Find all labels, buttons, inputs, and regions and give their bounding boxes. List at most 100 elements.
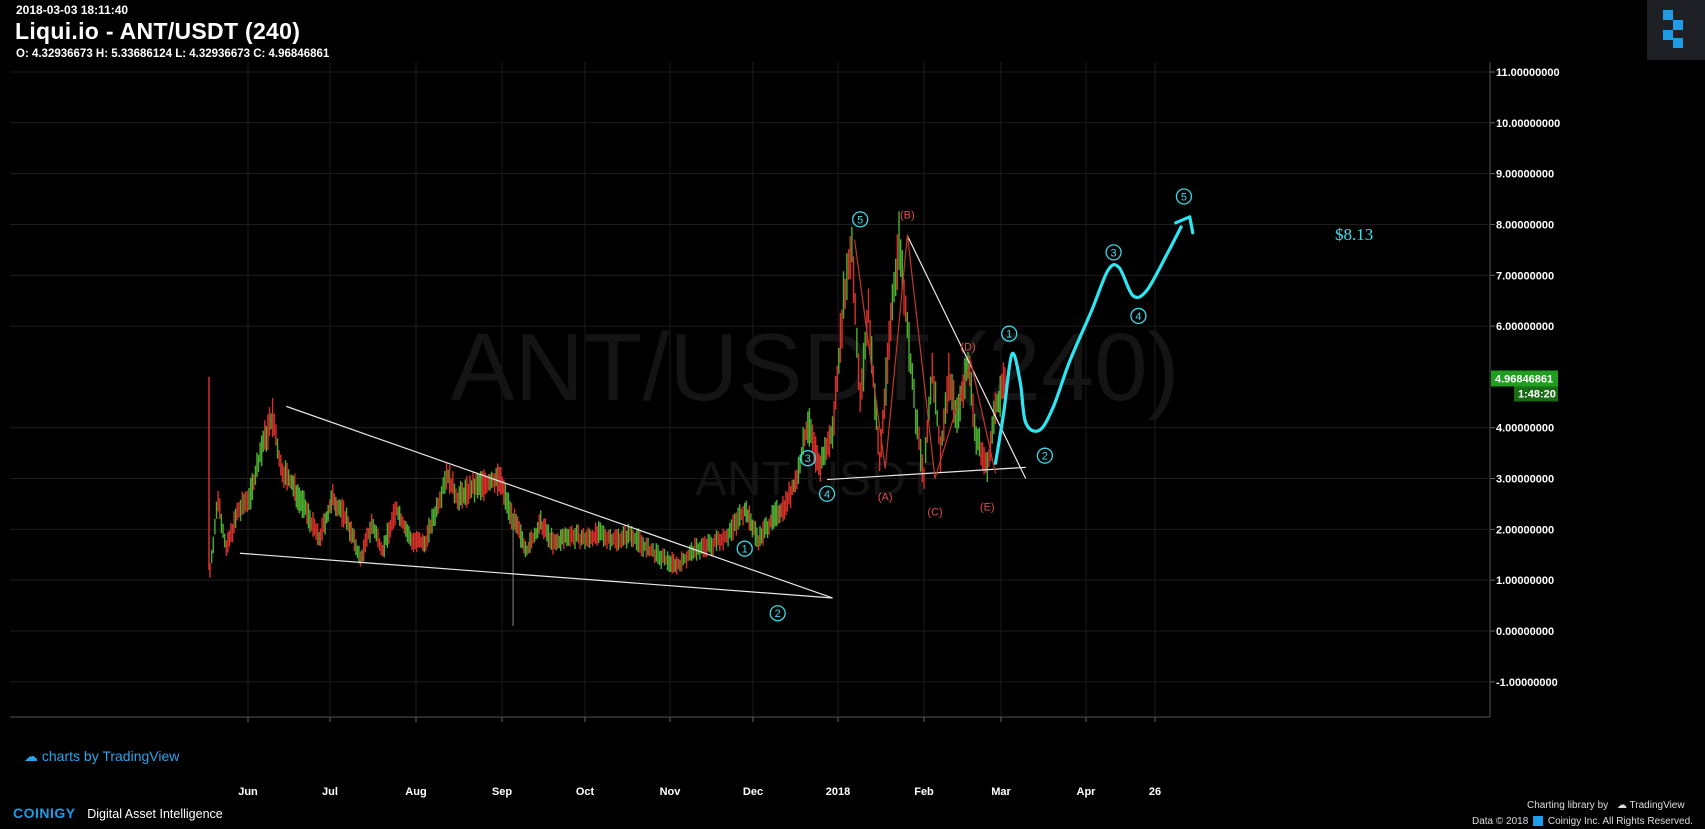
- abc-zigzag: [854, 234, 997, 479]
- wave-label-text: 3: [805, 453, 811, 465]
- wave-label: 1: [1001, 325, 1018, 342]
- wave-label-circle: [1175, 188, 1193, 205]
- wave-label: 3: [1105, 244, 1122, 261]
- trendline: [826, 466, 1026, 481]
- wave-label-circle: [852, 211, 869, 228]
- charting-library-credit: Charting library by ☁ TradingView: [1527, 800, 1685, 811]
- wave-label-text: (D): [960, 341, 975, 353]
- current-price-badge: [1491, 370, 1558, 387]
- wave-label-circle: [1036, 447, 1054, 464]
- x-tick-label: Feb: [914, 786, 934, 798]
- y-tick-label: -1.00000000: [1496, 677, 1558, 689]
- charting-library-text: Charting library by: [1527, 800, 1609, 811]
- x-tick-label: Aug: [405, 786, 426, 798]
- wave-label: 4: [1130, 307, 1147, 325]
- tradingview-badge-label: charts by TradingView: [41, 748, 180, 764]
- chart-timestamp: 2018-03-03 18:11:40: [16, 3, 129, 17]
- price-series: [208, 211, 1006, 626]
- footer-brand: COINIGY Digital Asset Intelligence: [13, 805, 223, 821]
- x-axis: Jun Jul Aug Sep Oct Nov Dec 2018 Feb Mar Apr 26: [238, 717, 1161, 798]
- wave-label: 5: [852, 211, 869, 228]
- wave-label: 5: [1175, 188, 1193, 205]
- x-tick-label: Apr: [1077, 786, 1097, 798]
- y-tick-label: 1.00000000: [1496, 575, 1554, 587]
- trendline: [286, 405, 833, 599]
- current-price-label: 4.96846861: [1495, 374, 1553, 386]
- wave-label-circle: [818, 485, 836, 502]
- tradingview-credit-link[interactable]: TradingView: [1629, 800, 1685, 811]
- wave-label: 2: [1036, 447, 1054, 464]
- copyright-line: Data © 2018 Coinigy Inc. All Rights Rese…: [1472, 816, 1693, 827]
- y-tick-label: 6.00000000: [1496, 321, 1554, 333]
- y-tick-label: 11.00000000: [1496, 67, 1560, 79]
- chart-title: Liqui.io - ANT/USDT (240): [15, 18, 301, 44]
- x-tick-label: Dec: [743, 786, 763, 798]
- wave-label-text: 4: [824, 489, 830, 501]
- wave-label-text: 5: [1181, 191, 1187, 203]
- target-price-label: $8.13: [1335, 225, 1373, 244]
- projection-arrowhead: [1174, 215, 1195, 235]
- cloud-icon: ☁: [24, 748, 38, 764]
- wave-label-circle: [1105, 244, 1122, 261]
- copyright-text: Data © 2018: [1472, 816, 1529, 827]
- wave-label-text: (E): [980, 501, 995, 513]
- y-tick-label: 4.00000000: [1496, 423, 1554, 435]
- wave-label: (C): [927, 507, 942, 519]
- wave-label: 1: [736, 540, 753, 557]
- wave-labels: 1 2 3 4 5 (A) (B) (C) (D) (E) 1 2 3 4 5: [736, 188, 1193, 622]
- trendlines: [239, 235, 1027, 599]
- projection-path: [993, 215, 1195, 465]
- wave-label-text: 3: [1111, 247, 1117, 259]
- wave-label-text: 5: [857, 214, 863, 226]
- wave-label: 4: [818, 485, 836, 502]
- wave-label-text: 4: [1135, 311, 1141, 323]
- y-axis: 11.00000000 10.00000000 9.00000000 8.000000…: [1490, 67, 1560, 689]
- ohlc-readout: O: 4.32936673 H: 5.33686124 L: 4.3293667…: [16, 48, 330, 60]
- wave-label-text: 2: [775, 608, 781, 620]
- wave-label: 3: [799, 450, 816, 467]
- wave-label-text: (A): [878, 491, 893, 503]
- y-tick-label: 0.00000000: [1496, 626, 1554, 638]
- countdown-badge: [1514, 386, 1558, 402]
- wave-label-text: (C): [927, 507, 942, 519]
- wave-label-circle: [1130, 307, 1147, 325]
- y-tick-label: 3.00000000: [1496, 474, 1554, 486]
- coinigy-brand[interactable]: COINIGY: [13, 805, 76, 821]
- y-tick-label: 10.00000000: [1496, 118, 1560, 130]
- tradingview-cloud-icon: ☁: [1616, 800, 1627, 811]
- tradingview-badge[interactable]: ☁ charts by TradingView: [24, 748, 179, 765]
- wave-label: (E): [980, 501, 995, 513]
- y-tick-label: 7.00000000: [1496, 270, 1554, 282]
- coinigy-logo-icon[interactable]: [1647, 0, 1705, 60]
- wave-label-text: 1: [1006, 329, 1012, 341]
- x-tick-label: 2018: [826, 786, 850, 798]
- countdown-label: 1:48:20: [1518, 389, 1556, 401]
- x-tick-label: Jul: [322, 786, 338, 798]
- brand-tagline: Digital Asset Intelligence: [87, 807, 223, 821]
- chart-grid: [10, 62, 1491, 718]
- wave-label: (A): [878, 491, 893, 503]
- wave-label-text: 2: [1042, 451, 1048, 463]
- trendline: [906, 235, 1027, 479]
- price-badges: 4.96846861 1:48:20: [1491, 370, 1558, 402]
- wave-label: (B): [900, 209, 915, 221]
- wave-label-text: (B): [900, 209, 915, 221]
- wave-label-text: 1: [742, 544, 748, 556]
- wave-label-circle: [799, 450, 816, 467]
- watermark-main: ANT/USDT (240): [450, 314, 1179, 421]
- x-tick-label: Jun: [238, 786, 258, 798]
- x-tick-label: 26: [1149, 786, 1161, 798]
- y-tick-label: 8.00000000: [1496, 219, 1554, 231]
- x-tick-label: Nov: [660, 786, 682, 798]
- projection-curve: [993, 225, 1183, 465]
- wave-label: (D): [960, 341, 975, 353]
- coinigy-small-icon: [1533, 816, 1544, 827]
- y-tick-label: 2.00000000: [1496, 524, 1554, 536]
- x-tick-label: Sep: [492, 786, 512, 798]
- copyright-text-2: Coinigy Inc. All Rights Reserved.: [1547, 816, 1693, 827]
- abc-correction-lines: [854, 234, 997, 479]
- trendline: [239, 552, 833, 599]
- wave-label-circle: [1001, 325, 1018, 342]
- y-tick-label: 9.00000000: [1496, 169, 1554, 181]
